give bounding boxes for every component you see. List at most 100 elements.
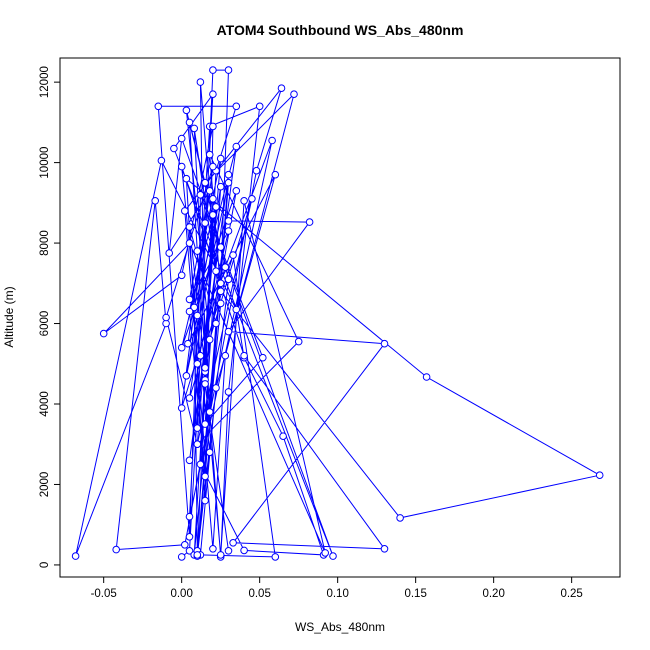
data-series: [71, 66, 604, 561]
data-point: [216, 182, 225, 191]
data-point: [185, 533, 194, 541]
data-point: [193, 360, 202, 368]
data-point: [252, 166, 261, 175]
data-point: [99, 329, 108, 338]
data-point: [232, 187, 241, 195]
data-point: [193, 551, 202, 559]
data-point: [184, 339, 192, 348]
data-point: [177, 162, 186, 171]
data-point: [224, 327, 233, 336]
data-point: [185, 239, 194, 247]
data-point: [205, 335, 214, 344]
y-tick-label: 10000: [39, 147, 51, 179]
data-point: [224, 275, 233, 284]
data-point: [380, 545, 389, 553]
data-point: [224, 170, 233, 179]
data-point: [240, 546, 248, 555]
y-axis: 0 2000 4000 6000 8000 10000 12000: [39, 66, 61, 568]
data-point: [190, 124, 198, 133]
data-point: [216, 279, 225, 288]
data-point: [185, 547, 194, 555]
data-point: [181, 207, 189, 215]
data-point: [216, 551, 225, 559]
data-point: [216, 287, 225, 296]
data-point: [396, 514, 404, 522]
data-point: [229, 539, 237, 547]
data-point: [232, 305, 241, 314]
y-tick-label: 2000: [39, 472, 51, 498]
data-point: [224, 66, 233, 74]
data-point: [224, 388, 233, 396]
data-point: [294, 337, 303, 346]
data-point: [216, 243, 225, 251]
data-point: [201, 219, 209, 227]
x-tick-label: -0.05: [91, 588, 117, 600]
data-point: [182, 372, 191, 380]
data-point: [196, 460, 205, 469]
data-point: [290, 90, 298, 98]
data-point: [216, 154, 225, 163]
data-point: [422, 373, 431, 381]
data-point: [209, 66, 217, 74]
data-point: [595, 471, 604, 480]
data-point: [193, 247, 202, 255]
data-point: [205, 408, 214, 416]
x-tick-label: 0.10: [326, 588, 348, 600]
y-tick-label: 4000: [39, 391, 51, 417]
data-point: [154, 102, 163, 111]
data-point: [196, 78, 205, 86]
data-point: [224, 178, 233, 187]
data-point: [221, 351, 230, 360]
data-point: [182, 106, 191, 115]
data-point: [205, 150, 214, 159]
x-tick-label: 0.05: [248, 588, 270, 600]
data-point: [185, 223, 194, 231]
data-point: [177, 271, 186, 280]
data-point: [201, 472, 209, 481]
data-point: [209, 211, 217, 219]
data-point: [209, 545, 217, 553]
data-point: [201, 380, 209, 388]
data-point: [165, 249, 173, 257]
data-point: [255, 102, 264, 111]
data-point: [205, 187, 214, 195]
x-axis-label: WS_Abs_480nm: [295, 620, 385, 634]
data-point: [196, 191, 205, 199]
data-point: [151, 197, 159, 205]
data-point: [212, 384, 220, 392]
y-axis-label: Altitude (m): [2, 286, 16, 347]
data-point: [209, 162, 217, 171]
data-point: [224, 227, 233, 235]
data-point: [185, 512, 194, 521]
data-point: [224, 217, 233, 225]
data-point: [193, 440, 202, 449]
data-point: [240, 351, 248, 360]
data-point: [209, 122, 217, 131]
data-point: [271, 170, 280, 179]
x-tick-label: 0.20: [482, 588, 504, 600]
data-point: [201, 496, 209, 505]
y-tick-label: 12000: [39, 66, 51, 98]
data-point: [185, 307, 194, 316]
data-point: [279, 432, 287, 441]
data-point: [170, 144, 178, 153]
data-point: [224, 547, 233, 555]
data-point: [182, 174, 191, 183]
data-point: [190, 303, 198, 312]
x-tick-label: 0.00: [170, 588, 192, 600]
data-point: [157, 156, 166, 165]
y-tick-label: 6000: [39, 311, 51, 337]
data-point: [212, 203, 220, 211]
data-point: [185, 456, 194, 465]
data-point: [221, 263, 230, 272]
x-tick-label: 0.25: [560, 588, 582, 600]
data-point: [185, 394, 194, 402]
data-point: [321, 549, 330, 557]
data-point: [71, 552, 80, 560]
data-point: [277, 84, 286, 92]
data-point: [177, 343, 186, 352]
data-point: [196, 351, 205, 360]
data-point: [193, 311, 202, 320]
